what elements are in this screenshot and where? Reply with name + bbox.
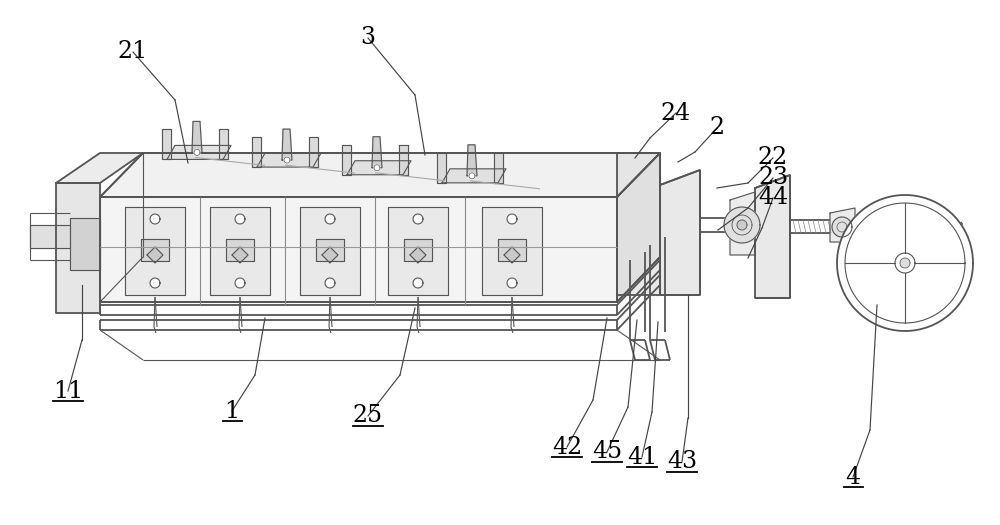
Polygon shape [30,225,70,248]
Polygon shape [832,217,852,237]
Polygon shape [232,247,248,263]
Text: 44: 44 [758,186,788,209]
Text: 43: 43 [667,450,697,474]
Polygon shape [837,195,973,331]
Polygon shape [617,153,660,302]
Polygon shape [322,247,338,263]
Text: 41: 41 [627,446,657,468]
Polygon shape [162,130,171,160]
Polygon shape [100,153,660,197]
Polygon shape [235,214,245,224]
Polygon shape [372,136,382,168]
Polygon shape [235,278,245,288]
Polygon shape [342,145,351,175]
Polygon shape [347,161,411,175]
Text: 21: 21 [118,40,148,64]
Polygon shape [309,137,318,167]
Polygon shape [413,214,423,224]
Polygon shape [755,175,790,298]
Polygon shape [252,137,261,167]
Polygon shape [56,153,143,183]
Polygon shape [830,208,855,242]
Polygon shape [141,239,169,261]
Polygon shape [900,258,910,268]
Polygon shape [194,150,200,155]
Text: 24: 24 [661,101,691,124]
Polygon shape [56,183,100,313]
Polygon shape [895,253,915,273]
Polygon shape [507,214,517,224]
Polygon shape [469,173,475,179]
Polygon shape [70,218,100,270]
Polygon shape [507,278,517,288]
Polygon shape [300,207,360,295]
Text: 25: 25 [353,404,383,427]
Polygon shape [210,207,270,295]
Polygon shape [150,278,160,288]
Polygon shape [284,157,290,163]
Polygon shape [399,145,408,175]
Polygon shape [404,239,432,261]
Polygon shape [257,153,321,167]
Polygon shape [150,214,160,224]
Polygon shape [100,197,617,302]
Polygon shape [504,247,520,263]
Polygon shape [125,207,185,295]
Text: 3: 3 [360,26,376,49]
Polygon shape [482,207,542,295]
Polygon shape [724,207,760,243]
Polygon shape [167,145,231,160]
Polygon shape [498,239,526,261]
Polygon shape [388,207,448,295]
Polygon shape [442,169,506,183]
Polygon shape [316,239,344,261]
Text: 2: 2 [709,117,725,140]
Polygon shape [467,145,477,176]
Polygon shape [226,239,254,261]
Polygon shape [192,121,202,152]
Polygon shape [737,220,747,230]
Polygon shape [660,170,700,295]
Polygon shape [325,214,335,224]
Polygon shape [730,192,755,255]
Text: 22: 22 [758,146,788,170]
Polygon shape [325,278,335,288]
Text: 1: 1 [224,400,240,423]
Polygon shape [494,153,503,183]
Text: 23: 23 [758,166,788,190]
Polygon shape [147,247,163,263]
Polygon shape [437,153,446,183]
Polygon shape [617,153,660,295]
Polygon shape [219,130,228,160]
Polygon shape [410,247,426,263]
Polygon shape [374,165,380,171]
Text: 4: 4 [845,466,861,488]
Text: 11: 11 [53,380,83,403]
Polygon shape [413,278,423,288]
Text: 42: 42 [552,436,582,458]
Polygon shape [282,129,292,160]
Text: 45: 45 [592,440,622,464]
